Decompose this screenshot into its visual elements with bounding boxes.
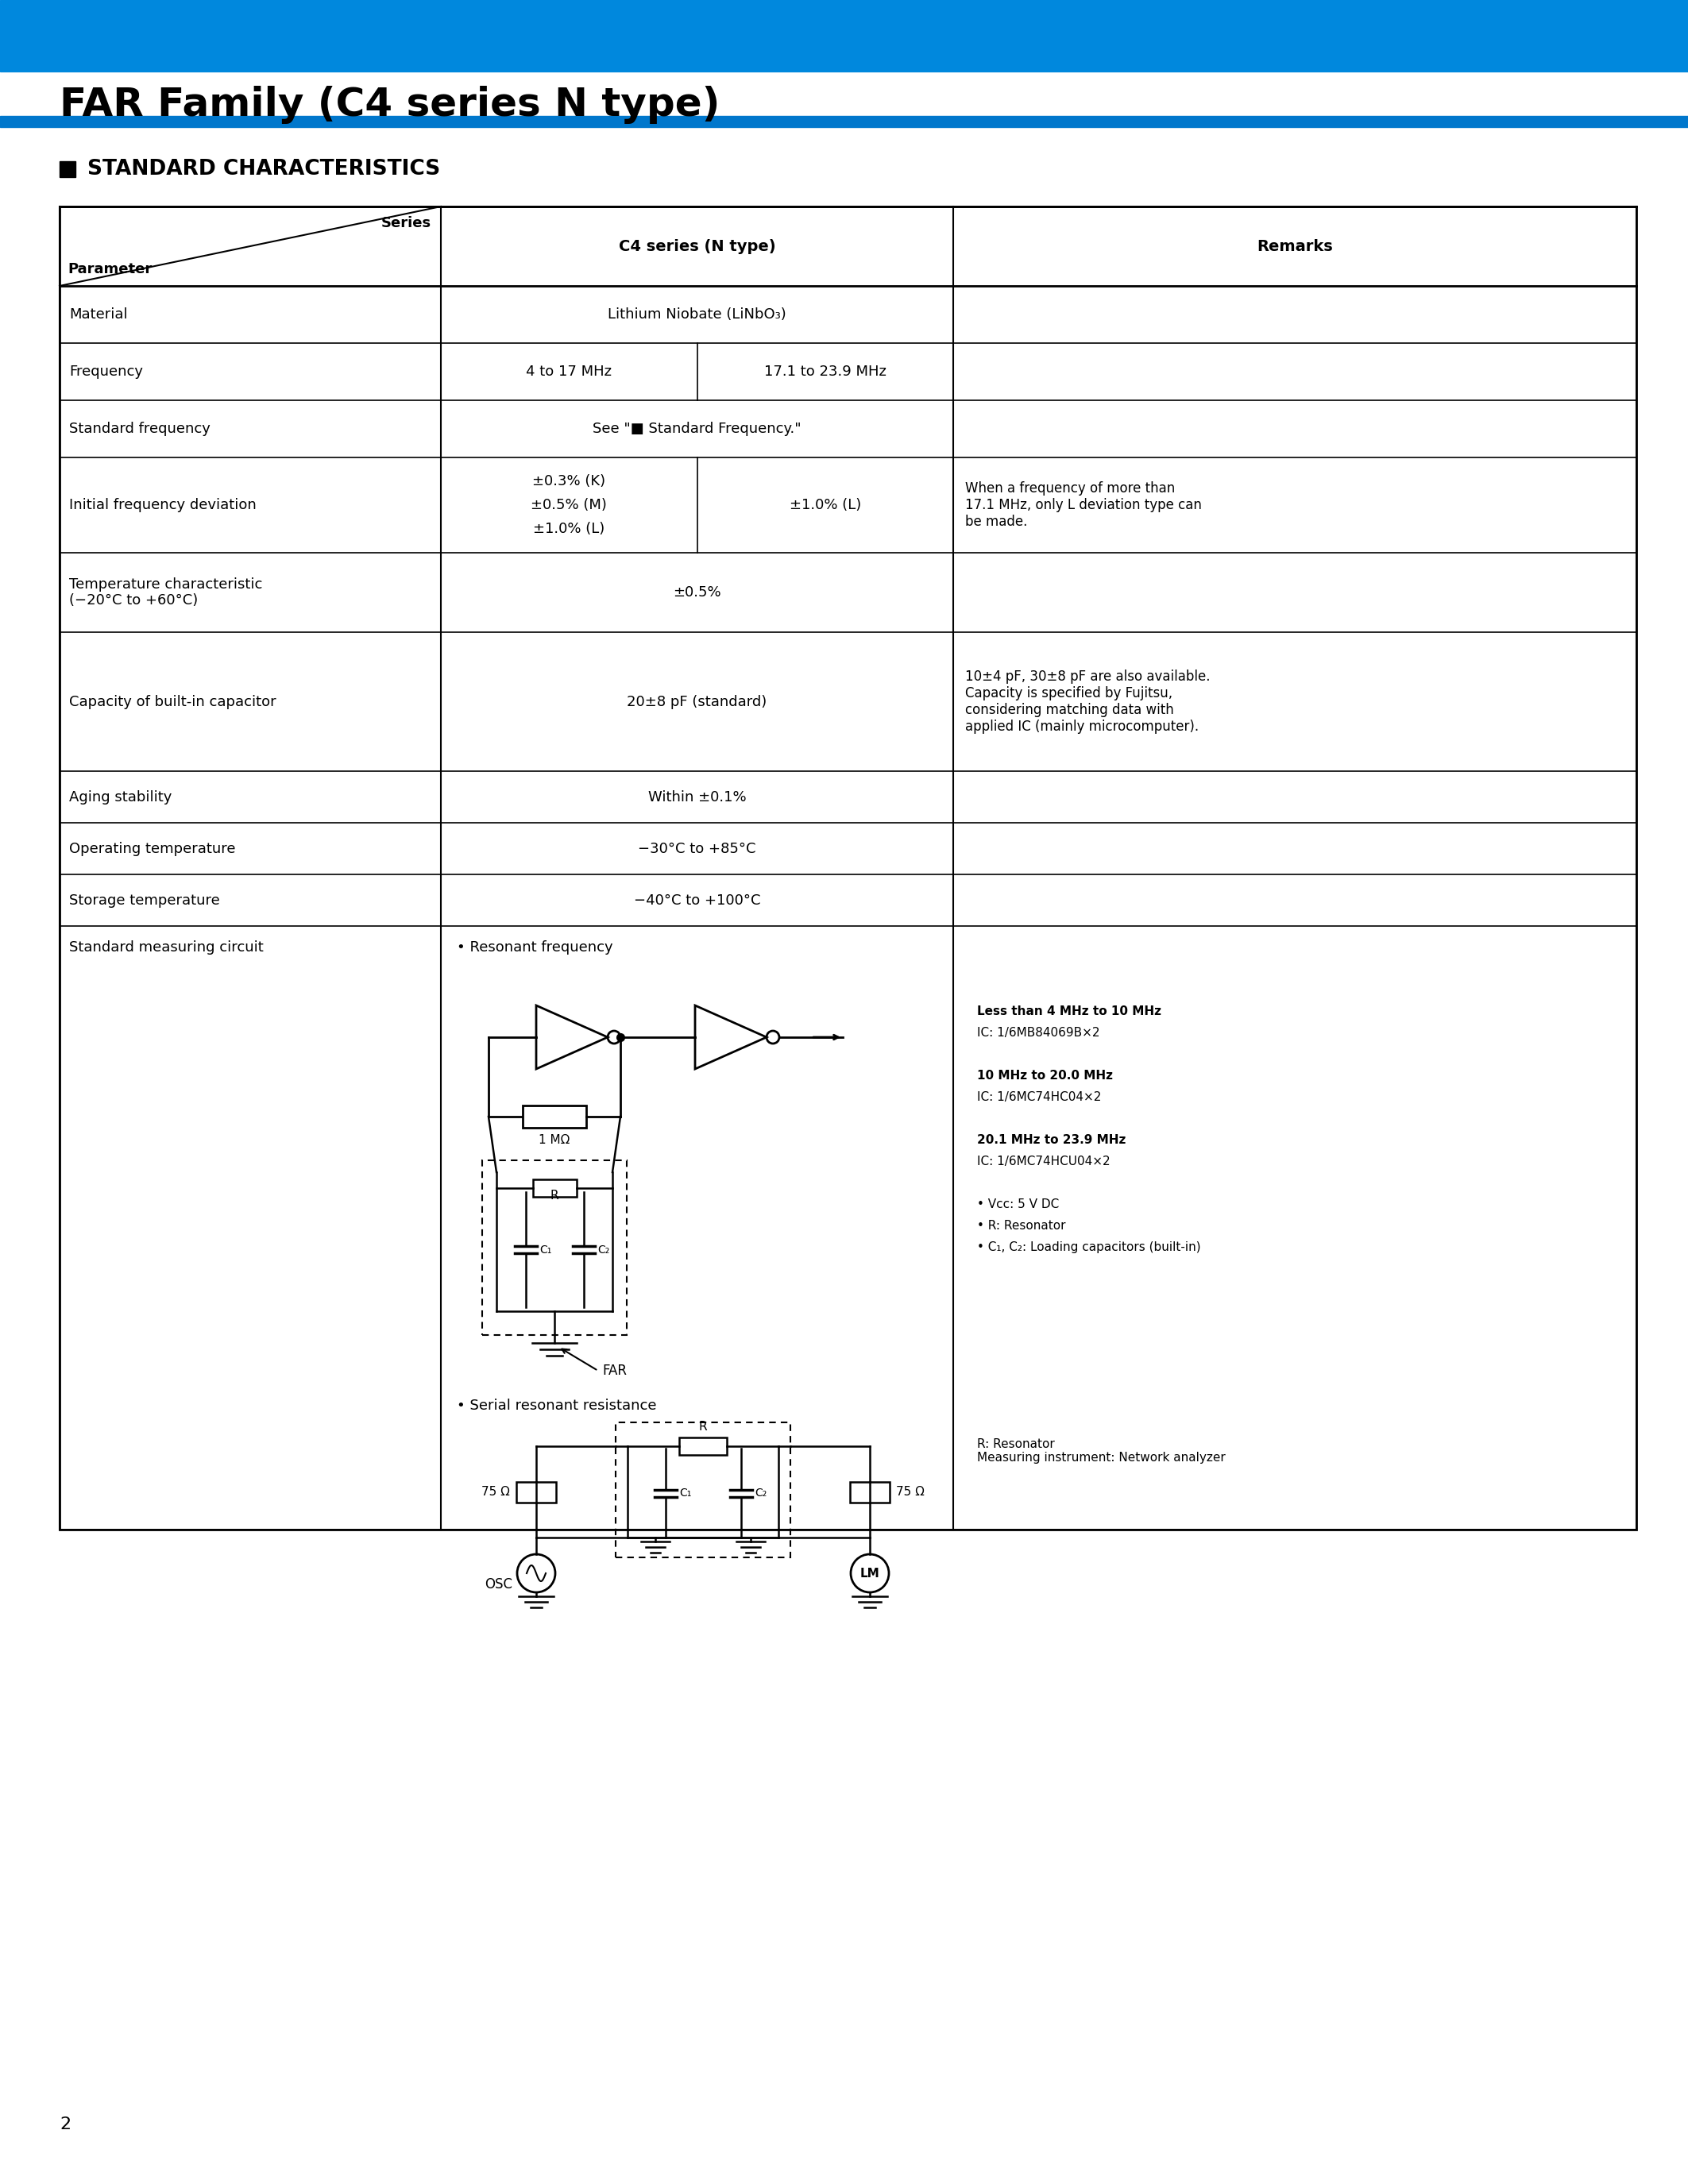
Text: 4 to 17 MHz: 4 to 17 MHz	[527, 365, 611, 378]
Text: Operating temperature: Operating temperature	[69, 841, 236, 856]
Text: R: R	[550, 1190, 559, 1201]
Bar	[616, 1422, 790, 1557]
Text: ±0.5%: ±0.5%	[674, 585, 721, 601]
Bar	[517, 1481, 555, 1503]
Text: FAR Family (C4 series N type): FAR Family (C4 series N type)	[59, 85, 721, 124]
Text: −30°C to +85°C: −30°C to +85°C	[638, 841, 756, 856]
Text: FAR: FAR	[603, 1363, 626, 1378]
Text: Series: Series	[381, 216, 432, 229]
Text: See "■ Standard Frequency.": See "■ Standard Frequency."	[592, 422, 802, 437]
Text: 1 MΩ: 1 MΩ	[538, 1133, 571, 1147]
Text: Capacity of built-in capacitor: Capacity of built-in capacitor	[69, 695, 277, 710]
Text: C₁: C₁	[680, 1487, 692, 1498]
Text: 75 Ω: 75 Ω	[481, 1485, 510, 1498]
Text: When a frequency of more than
17.1 MHz, only L deviation type can
be made.: When a frequency of more than 17.1 MHz, …	[966, 480, 1202, 529]
Text: Within ±0.1%: Within ±0.1%	[648, 791, 746, 804]
Text: 2: 2	[59, 2116, 71, 2132]
Text: Temperature characteristic
(−20°C to +60°C): Temperature characteristic (−20°C to +60…	[69, 577, 262, 607]
Text: • R: Resonator: • R: Resonator	[977, 1221, 1065, 1232]
Bar	[533, 1179, 576, 1197]
Text: Parameter: Parameter	[68, 262, 152, 277]
Text: LM: LM	[859, 1568, 879, 1579]
Text: Standard measuring circuit: Standard measuring circuit	[69, 941, 263, 954]
Bar	[483, 1160, 626, 1334]
Text: R: R	[699, 1422, 707, 1433]
Text: Initial frequency deviation: Initial frequency deviation	[69, 498, 257, 513]
Bar	[679, 1437, 728, 1455]
Text: C₂: C₂	[598, 1245, 609, 1256]
Text: ±0.5% (M): ±0.5% (M)	[530, 498, 608, 513]
Text: Storage temperature: Storage temperature	[69, 893, 219, 906]
Text: C4 series (N type): C4 series (N type)	[618, 238, 775, 253]
Text: 10±4 pF, 30±8 pF are also available.
Capacity is specified by Fujitsu,
consideri: 10±4 pF, 30±8 pF are also available. Cap…	[966, 670, 1210, 734]
Text: −40°C to +100°C: −40°C to +100°C	[633, 893, 760, 906]
Bar	[0, 116, 1688, 127]
Text: 20.1 MHz to 23.9 MHz: 20.1 MHz to 23.9 MHz	[977, 1133, 1126, 1147]
Bar	[59, 162, 76, 177]
Text: C₁: C₁	[540, 1245, 552, 1256]
Text: Lithium Niobate (LiNbO₃): Lithium Niobate (LiNbO₃)	[608, 308, 787, 321]
Text: Standard frequency: Standard frequency	[69, 422, 211, 437]
Text: 17.1 to 23.9 MHz: 17.1 to 23.9 MHz	[765, 365, 886, 378]
Text: • Vcc: 5 V DC: • Vcc: 5 V DC	[977, 1199, 1058, 1210]
Text: STANDARD CHARACTERISTICS: STANDARD CHARACTERISTICS	[88, 159, 441, 179]
Bar	[0, 0, 1688, 72]
Text: • C₁, C₂: Loading capacitors (built-in): • C₁, C₂: Loading capacitors (built-in)	[977, 1241, 1200, 1254]
Text: • Serial resonant resistance: • Serial resonant resistance	[457, 1398, 657, 1413]
Bar	[59, 207, 1636, 1529]
Text: OSC: OSC	[484, 1577, 513, 1592]
Text: Frequency: Frequency	[69, 365, 143, 378]
Bar	[851, 1481, 890, 1503]
Text: ±1.0% (L): ±1.0% (L)	[790, 498, 861, 513]
Text: ±1.0% (L): ±1.0% (L)	[533, 522, 604, 535]
Text: R: Resonator
Measuring instrument: Network analyzer: R: Resonator Measuring instrument: Netwo…	[977, 1439, 1225, 1463]
Bar	[523, 1105, 586, 1127]
Text: 75 Ω: 75 Ω	[896, 1485, 925, 1498]
Text: C₂: C₂	[755, 1487, 766, 1498]
Text: 20±8 pF (standard): 20±8 pF (standard)	[626, 695, 766, 710]
Text: 10 MHz to 20.0 MHz: 10 MHz to 20.0 MHz	[977, 1070, 1112, 1081]
Text: Remarks: Remarks	[1258, 238, 1334, 253]
Text: IC: 1/6MC74HC04×2: IC: 1/6MC74HC04×2	[977, 1092, 1101, 1103]
Text: IC: 1/6MB84069B×2: IC: 1/6MB84069B×2	[977, 1026, 1101, 1040]
Text: IC: 1/6MC74HCU04×2: IC: 1/6MC74HCU04×2	[977, 1155, 1111, 1168]
Text: ±0.3% (K): ±0.3% (K)	[532, 474, 606, 489]
Text: Material: Material	[69, 308, 128, 321]
Text: • Resonant frequency: • Resonant frequency	[457, 941, 613, 954]
Text: Aging stability: Aging stability	[69, 791, 172, 804]
Text: Less than 4 MHz to 10 MHz: Less than 4 MHz to 10 MHz	[977, 1005, 1161, 1018]
